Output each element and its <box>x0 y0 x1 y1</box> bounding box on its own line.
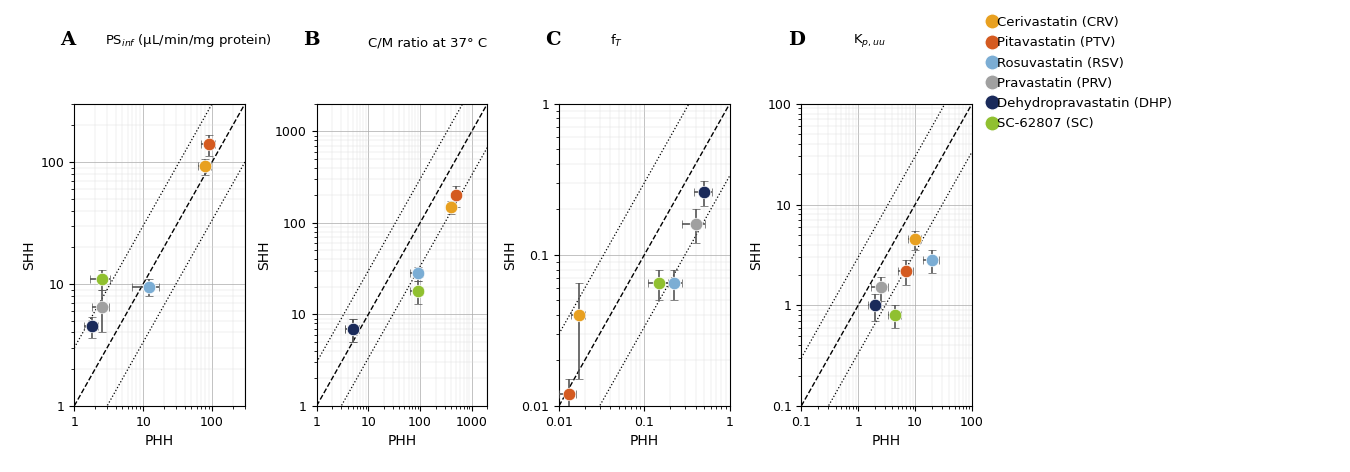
Y-axis label: SHH: SHH <box>504 240 517 270</box>
X-axis label: PHH: PHH <box>387 434 417 448</box>
Text: PS$_{inf}$ (μL/min/mg protein): PS$_{inf}$ (μL/min/mg protein) <box>105 33 271 50</box>
Text: C: C <box>545 32 562 50</box>
Text: f$_{T}$: f$_{T}$ <box>610 34 624 50</box>
X-axis label: PHH: PHH <box>872 434 902 448</box>
X-axis label: PHH: PHH <box>144 434 174 448</box>
X-axis label: PHH: PHH <box>629 434 659 448</box>
Y-axis label: SHH: SHH <box>256 240 271 270</box>
Text: B: B <box>302 32 320 50</box>
Text: A: A <box>61 32 76 50</box>
Y-axis label: SHH: SHH <box>749 240 764 270</box>
Text: D: D <box>787 32 805 50</box>
Legend: Cerivastatin (CRV), Pitavastatin (PTV), Rosuvastatin (RSV), Pravastatin (PRV), D: Cerivastatin (CRV), Pitavastatin (PTV), … <box>992 16 1172 130</box>
Text: K$_{p,uu}$: K$_{p,uu}$ <box>853 33 886 50</box>
Text: C/M ratio at 37° C: C/M ratio at 37° C <box>367 36 487 50</box>
Y-axis label: SHH: SHH <box>23 240 36 270</box>
